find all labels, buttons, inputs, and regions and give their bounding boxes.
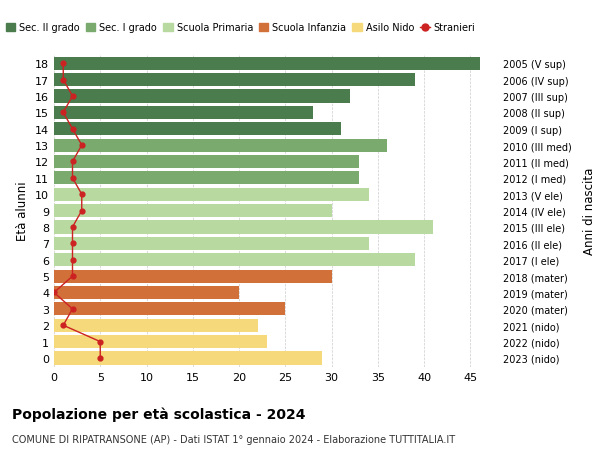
Bar [54, 270, 331, 283]
Bar [54, 90, 350, 103]
Bar [54, 74, 415, 87]
Bar [54, 237, 368, 250]
Point [77, 191, 86, 198]
Bar [54, 106, 313, 120]
Text: Popolazione per età scolastica - 2024: Popolazione per età scolastica - 2024 [12, 406, 305, 421]
Point [95, 354, 105, 362]
Point [49, 289, 59, 297]
Text: COMUNE DI RIPATRANSONE (AP) - Dati ISTAT 1° gennaio 2024 - Elaborazione TUTTITAL: COMUNE DI RIPATRANSONE (AP) - Dati ISTAT… [12, 434, 455, 444]
Bar [54, 205, 331, 218]
Bar [54, 221, 433, 234]
Legend: Sec. II grado, Sec. I grado, Scuola Primaria, Scuola Infanzia, Asilo Nido, Stran: Sec. II grado, Sec. I grado, Scuola Prim… [2, 19, 479, 37]
Bar [54, 156, 359, 168]
Point [58, 322, 68, 329]
Point [58, 61, 68, 68]
Bar [54, 254, 415, 267]
Point [68, 306, 77, 313]
Bar [54, 286, 239, 299]
Point [77, 207, 86, 215]
Point [68, 240, 77, 247]
Point [68, 273, 77, 280]
Y-axis label: Anni di nascita: Anni di nascita [583, 168, 596, 255]
Point [77, 142, 86, 150]
Y-axis label: Età alunni: Età alunni [16, 181, 29, 241]
Point [68, 224, 77, 231]
Point [58, 109, 68, 117]
Bar [54, 352, 322, 365]
Bar [54, 57, 479, 71]
Point [95, 338, 105, 346]
Point [68, 175, 77, 182]
Bar [54, 336, 267, 348]
Point [68, 158, 77, 166]
Bar [54, 123, 341, 136]
Bar [54, 139, 387, 152]
Bar [54, 188, 368, 202]
Point [68, 257, 77, 264]
Bar [54, 172, 359, 185]
Point [68, 93, 77, 101]
Point [58, 77, 68, 84]
Bar [54, 319, 257, 332]
Bar [54, 302, 285, 316]
Point [68, 126, 77, 133]
